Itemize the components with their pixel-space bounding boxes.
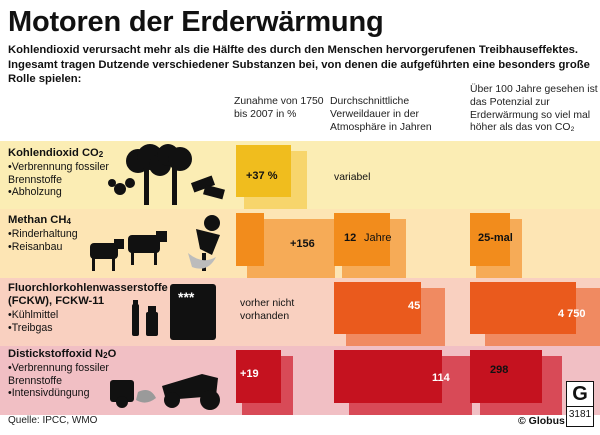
- label-residence-fckw: 45: [408, 300, 421, 312]
- cattle-rice-farmer-icon: [90, 215, 220, 271]
- label-residence-ch4: 12: [344, 232, 357, 244]
- svg-text:***: ***: [178, 289, 195, 305]
- source-note: Quelle: IPCC, WMO: [8, 415, 98, 426]
- label-residence-co2: variabel: [334, 172, 371, 183]
- bar-potential-1: [470, 213, 510, 266]
- label-potential-n2o: 298: [490, 364, 509, 376]
- row-title: Methan CH4: [8, 214, 71, 226]
- column-header-increase: Zunahme von 1750 bis 2007 in %: [234, 96, 324, 120]
- label-potential-fckw: 4 750: [558, 308, 586, 320]
- intro-text: Kohlendioxid verursacht mehr als die Häl…: [8, 44, 590, 85]
- row-title: Distickstoffoxid N2O: [8, 348, 117, 360]
- label-increase-ch4: +156: [290, 238, 315, 250]
- bar-potential-3: [470, 350, 542, 403]
- forest-icon: [108, 144, 225, 205]
- row-sources: •Kühlmittel •Treibgas: [8, 309, 59, 334]
- label-potential-ch4: 25-mal: [478, 232, 513, 244]
- globus-credit: © Globus: [518, 415, 565, 427]
- row-title: Fluorchlorkohlenwasserstoffe (FCKW), FCKW…: [8, 282, 168, 307]
- row-sources: •Rinderhaltung •Reisanbau: [8, 228, 78, 253]
- row-sources: •Verbrennung fossiler Brennstoffe •Abholzu…: [8, 161, 109, 198]
- globus-logo-letter: G: [572, 383, 588, 405]
- bar-increase-3: [236, 350, 281, 403]
- label-increase-n2o: +19: [240, 368, 259, 380]
- bar-residence-1: [334, 213, 390, 266]
- bar-residence-3: [334, 350, 442, 403]
- label-increase-fckw: vorher nicht vorhanden: [240, 298, 295, 322]
- bar-increase-0: [236, 145, 291, 197]
- globus-badge: G 3181: [566, 381, 594, 427]
- bar-residence-2: [334, 282, 421, 334]
- bar-increase-1: [236, 213, 264, 266]
- row-sources: •Verbrennung fossiler Brennstoffe •Intensi…: [8, 362, 109, 399]
- label-residence-n2o: 114: [432, 372, 450, 384]
- graphic-number: 3181: [567, 406, 593, 423]
- chart-title: Motoren der Erderwärmung: [8, 6, 384, 38]
- label-increase-co2: +37 %: [246, 170, 278, 182]
- column-header-residence: Durchschnittliche Verweildauer in der At…: [330, 96, 432, 133]
- label-residence-ch4-unit: Jahre: [364, 232, 392, 244]
- bar-potential-2: [470, 282, 576, 334]
- refrigerator-spray-icon: ***: [132, 284, 216, 340]
- column-header-potential: Über 100 Jahre gesehen ist das Potenzial…: [470, 84, 598, 134]
- tractor-icon: [110, 374, 220, 410]
- row-title: Kohlendioxid CO2: [8, 147, 104, 159]
